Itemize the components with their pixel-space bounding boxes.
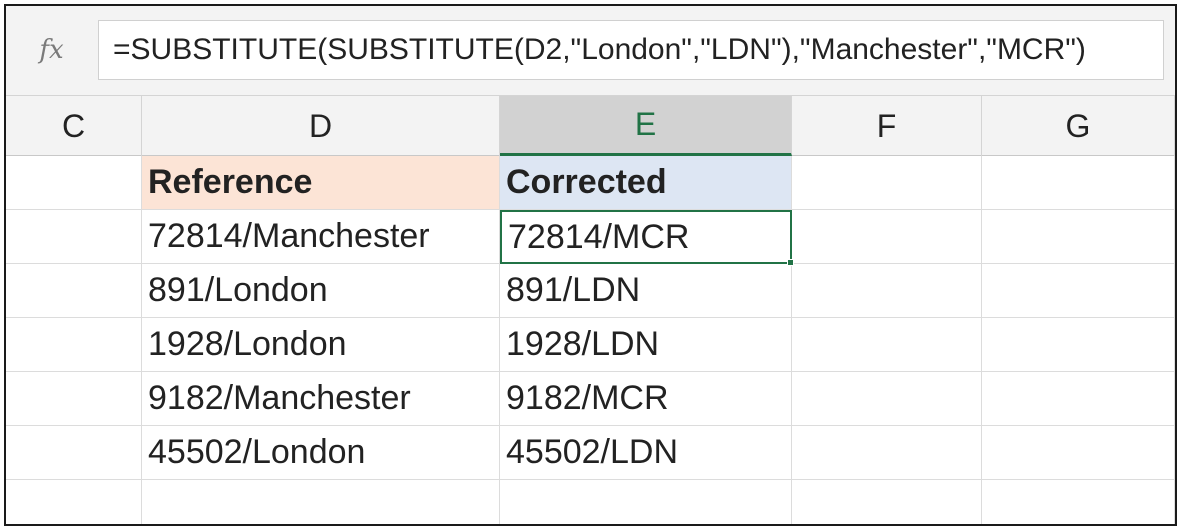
worksheet-grid: C D E F G Reference Corrected 72814/Manche… [6,96,1175,524]
column-header-row: C D E F G [6,96,1175,156]
cell-g-row-2[interactable] [982,210,1175,264]
cell-c-row-7[interactable] [6,480,142,524]
corrected-cell[interactable]: 45502/LDN [500,426,792,480]
cell-g-row-6[interactable] [982,426,1175,480]
column-header-e[interactable]: E [500,96,792,156]
corrected-cell[interactable]: 72814/MCR [500,210,792,264]
reference-header-cell[interactable]: Reference [142,156,500,210]
cell-d-row-7[interactable] [142,480,500,524]
column-header-g[interactable]: G [982,96,1175,156]
cell-g-row-3[interactable] [982,264,1175,318]
function-icon[interactable]: fx [14,20,89,80]
cell-c-row-2[interactable] [6,210,142,264]
cell-c-row-5[interactable] [6,372,142,426]
spreadsheet-window: fx =SUBSTITUTE(SUBSTITUTE(D2,"London","L… [4,4,1177,526]
cell-f-row-1[interactable] [792,156,982,210]
cell-g-row-5[interactable] [982,372,1175,426]
reference-cell[interactable]: 72814/Manchester [142,210,500,264]
corrected-header-cell[interactable]: Corrected [500,156,792,210]
reference-cell[interactable]: 9182/Manchester [142,372,500,426]
formula-text: =SUBSTITUTE(SUBSTITUTE(D2,"London","LDN"… [113,33,1086,66]
cell-g-row-1[interactable] [982,156,1175,210]
fill-handle[interactable] [787,259,794,266]
cell-f-row-6[interactable] [792,426,982,480]
column-header-f[interactable]: F [792,96,982,156]
cell-f-row-3[interactable] [792,264,982,318]
reference-cell[interactable]: 891/London [142,264,500,318]
column-header-d[interactable]: D [142,96,500,156]
cell-g-row-7[interactable] [982,480,1175,524]
corrected-cell[interactable]: 9182/MCR [500,372,792,426]
cell-f-row-7[interactable] [792,480,982,524]
cell-c-row-3[interactable] [6,264,142,318]
cell-f-row-5[interactable] [792,372,982,426]
corrected-cell[interactable]: 1928/LDN [500,318,792,372]
cell-c-row-6[interactable] [6,426,142,480]
cell-f-row-2[interactable] [792,210,982,264]
formula-bar: fx =SUBSTITUTE(SUBSTITUTE(D2,"London","L… [6,6,1175,96]
corrected-cell[interactable]: 891/LDN [500,264,792,318]
cell-c-row-4[interactable] [6,318,142,372]
reference-cell[interactable]: 1928/London [142,318,500,372]
cell-f-row-4[interactable] [792,318,982,372]
fx-label: fx [39,35,64,65]
column-header-c[interactable]: C [6,96,142,156]
cell-c-row-1[interactable] [6,156,142,210]
reference-cell[interactable]: 45502/London [142,426,500,480]
formula-input[interactable]: =SUBSTITUTE(SUBSTITUTE(D2,"London","LDN"… [98,20,1164,80]
cell-e-row-7[interactable] [500,480,792,524]
cell-g-row-4[interactable] [982,318,1175,372]
